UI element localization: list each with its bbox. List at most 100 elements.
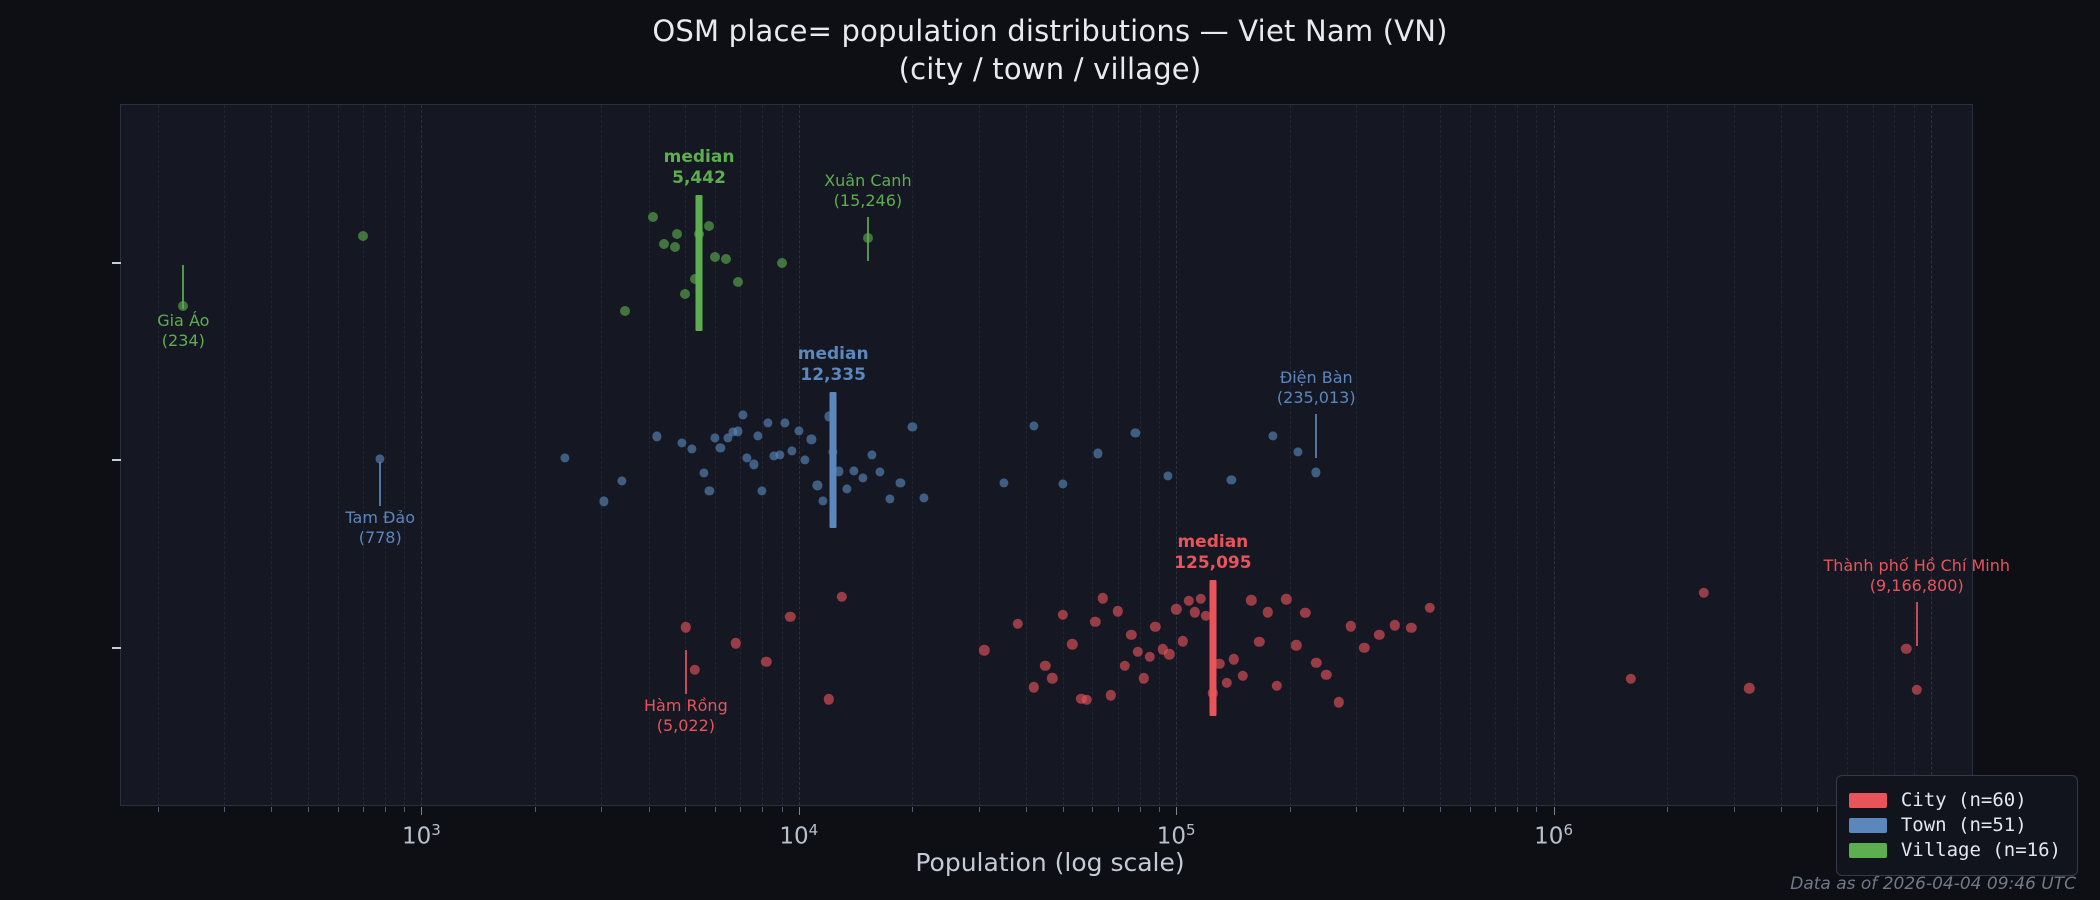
- gridline: [1733, 105, 1736, 805]
- gridline: [1667, 105, 1669, 805]
- gridline: [685, 105, 687, 805]
- x-axis-tick: [224, 807, 226, 812]
- data-point: [619, 306, 630, 317]
- data-point: [1089, 616, 1101, 627]
- data-point: [1698, 587, 1709, 598]
- data-point: [1254, 636, 1265, 648]
- data-point: [1424, 602, 1436, 614]
- gridline: [740, 105, 742, 805]
- callout-leader-line: [1315, 414, 1318, 458]
- plot-area: 103104105106107VillageTownCitymedian5,44…: [112, 104, 2010, 850]
- data-point: [1075, 693, 1087, 704]
- legend-swatch-town: [1848, 817, 1887, 833]
- callout-value: (5,022): [656, 716, 716, 735]
- x-axis-tick: [1139, 807, 1141, 812]
- x-axis-tick: [1469, 807, 1471, 812]
- data-point: [919, 493, 929, 503]
- x-axis-tick: [384, 807, 386, 812]
- x-axis-tick-label: 104: [779, 821, 819, 850]
- data-point: [1097, 593, 1109, 604]
- data-point: [794, 426, 804, 436]
- x-axis-tick: [1536, 807, 1538, 812]
- gridline: [271, 105, 273, 805]
- legend: City (n=60) Town (n=51) Village (n=16): [1835, 775, 2078, 876]
- data-point: [1373, 629, 1385, 641]
- gridline: [1469, 105, 1472, 805]
- median-bar-city: [1209, 580, 1217, 716]
- data-point: [704, 486, 715, 496]
- data-point: [824, 411, 834, 422]
- data-point: [680, 622, 692, 633]
- callout-leader-line: [1915, 602, 1918, 646]
- legend-item-town[interactable]: Town (n=51): [1848, 814, 2061, 836]
- data-point: [1345, 621, 1356, 632]
- data-point: [1262, 607, 1274, 618]
- data-point: [1267, 431, 1278, 441]
- gridline: [715, 105, 717, 805]
- legend-label-city: City (n=60): [1900, 789, 2027, 811]
- data-point: [699, 467, 709, 478]
- x-axis-tick: [1062, 807, 1064, 812]
- data-point: [1281, 594, 1292, 605]
- data-point: [670, 241, 681, 252]
- data-point: [867, 450, 877, 460]
- y-axis-tick: [112, 262, 121, 264]
- data-point: [651, 431, 662, 442]
- gridline: [1439, 105, 1442, 805]
- data-point: [742, 453, 752, 463]
- data-point: [1625, 673, 1636, 684]
- data-point: [1226, 475, 1236, 485]
- callout-value: (9,166,800): [1869, 576, 1964, 595]
- gridline: [337, 105, 340, 805]
- legend-item-village[interactable]: Village (n=16): [1848, 839, 2061, 861]
- x-axis-tick: [1780, 807, 1782, 812]
- median-label-word: median: [663, 147, 735, 167]
- legend-label-town: Town (n=51): [1900, 814, 2027, 836]
- gridline: [1780, 105, 1783, 805]
- data-point: [1012, 618, 1023, 630]
- data-point: [1029, 421, 1039, 431]
- chart-title-main: OSM place= population distributions — Vi…: [652, 14, 1448, 48]
- gridline: [1872, 105, 1875, 805]
- data-point: [1028, 682, 1040, 693]
- data-point: [680, 289, 691, 300]
- chart-title-sub: (city / town / village): [898, 52, 1202, 87]
- median-bar-town: [829, 392, 837, 528]
- data-point: [1271, 680, 1283, 692]
- callout-town_min: Tam Đảo (778): [345, 508, 415, 548]
- data-point: [818, 496, 828, 506]
- gridline: [1403, 105, 1405, 805]
- callout-leader-line: [684, 650, 687, 694]
- data-point: [1200, 610, 1212, 622]
- x-axis-tick: [1495, 807, 1497, 812]
- gridline: [798, 105, 801, 805]
- x-axis-tick: [781, 807, 783, 812]
- x-axis-tick: [1117, 807, 1119, 812]
- gridline: [224, 105, 226, 805]
- gridline: [1930, 105, 1933, 805]
- median-annotation-town: median 12,335: [798, 344, 869, 385]
- x-axis-tick: [715, 807, 717, 812]
- y-axis-tick: [112, 459, 121, 461]
- gridline: [978, 105, 981, 805]
- data-point: [617, 475, 627, 486]
- callout-value: (778): [358, 528, 402, 547]
- x-axis-tick: [978, 807, 980, 812]
- legend-item-city[interactable]: City (n=60): [1848, 789, 2061, 811]
- data-point: [733, 426, 743, 436]
- data-point: [979, 645, 990, 656]
- gridline: [421, 105, 423, 805]
- callout-leader-line: [379, 462, 382, 506]
- gridline: [157, 105, 160, 805]
- data-point: [1125, 629, 1137, 641]
- x-axis-tick: [307, 807, 309, 812]
- x-axis-tick: [157, 807, 159, 812]
- data-point: [1047, 673, 1058, 684]
- x-axis-tick: [1733, 807, 1735, 812]
- data-point: [1057, 479, 1068, 489]
- x-axis-tick: [337, 807, 339, 812]
- gridline: [1025, 105, 1028, 805]
- data-point: [647, 212, 658, 223]
- data-point: [753, 431, 763, 441]
